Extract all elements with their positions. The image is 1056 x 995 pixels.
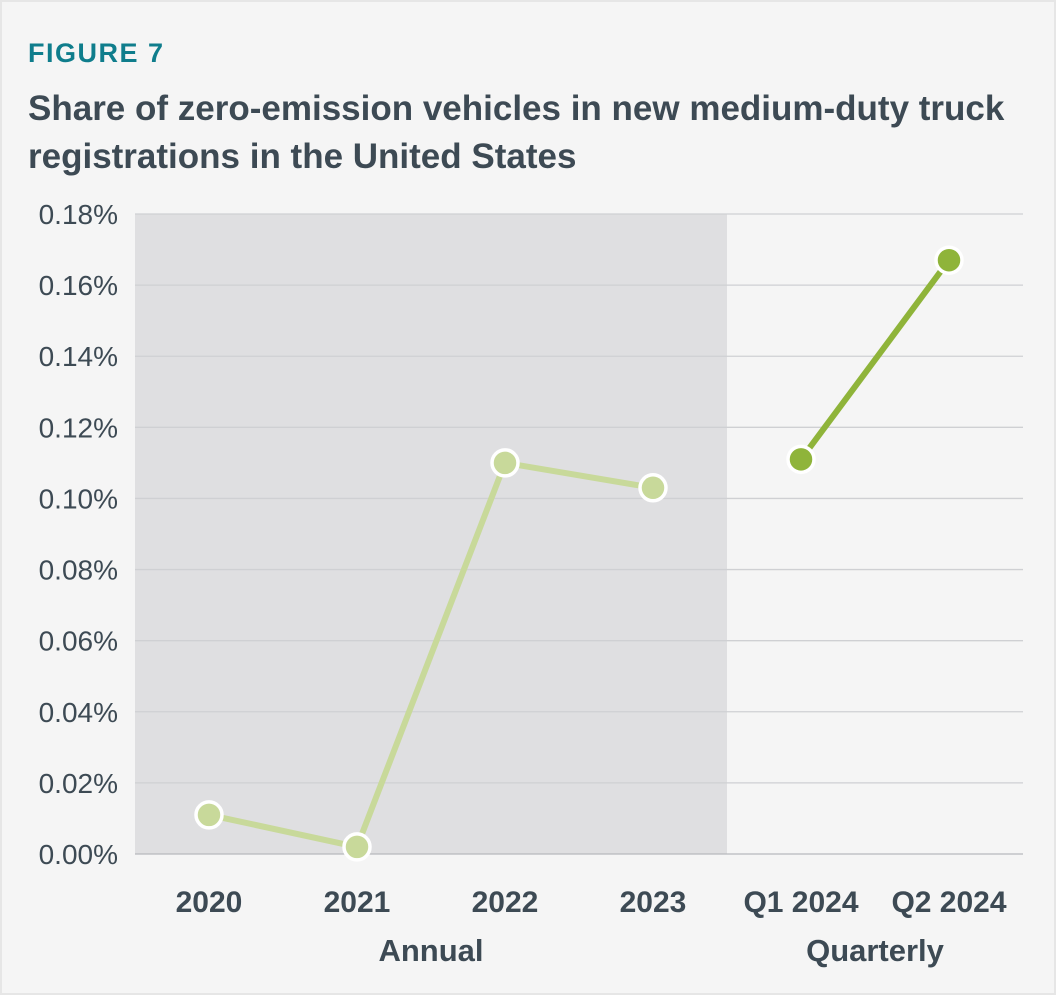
y-tick-label: 0.10% (39, 483, 118, 514)
x-tick-label: Q1 2024 (743, 886, 858, 919)
chart-title: Share of zero-emission vehicles in new m… (28, 89, 1005, 176)
series-line (206, 459, 656, 850)
data-point (638, 473, 668, 503)
y-tick-label: 0.12% (39, 412, 118, 443)
data-point (342, 832, 372, 862)
x-tick-label: 2022 (472, 886, 539, 919)
y-tick-label: 0.14% (39, 341, 118, 372)
x-group-label: Quarterly (806, 933, 945, 968)
gridlines (135, 213, 1023, 855)
x-axis-ticks: 2020 2021 2022 2023 Q1 2024 Q2 2024 (176, 886, 1007, 919)
y-tick-label: 0.16% (39, 270, 118, 301)
y-tick-label: 0.06% (39, 626, 118, 657)
y-tick-label: 0.00% (39, 839, 118, 870)
data-point (490, 448, 520, 478)
y-tick-label: 0.02% (39, 768, 118, 799)
data-point (194, 800, 224, 830)
figure-label: FIGURE 7 (28, 38, 165, 68)
x-tick-label: Q2 2024 (891, 886, 1006, 919)
x-tick-label: 2023 (620, 886, 687, 919)
x-tick-label: 2020 (176, 886, 243, 919)
x-axis-groups: Annual Quarterly (378, 933, 944, 968)
series-line (798, 257, 952, 463)
series-lines (206, 257, 952, 850)
data-point (786, 444, 816, 475)
x-group-label: Annual (378, 933, 483, 968)
y-tick-label: 0.18% (39, 199, 118, 230)
y-tick-label: 0.08% (39, 555, 118, 586)
annual-shaded-region (135, 214, 727, 854)
y-tick-label: 0.04% (39, 697, 118, 728)
shaded-region-rect (135, 214, 727, 854)
data-point (934, 245, 964, 275)
x-tick-label: 2021 (324, 886, 391, 919)
y-axis-ticks: 0.00% 0.02% 0.04% 0.06% 0.08% 0.10% 0.12% 0.14%… (39, 199, 118, 870)
series-points (194, 245, 964, 862)
